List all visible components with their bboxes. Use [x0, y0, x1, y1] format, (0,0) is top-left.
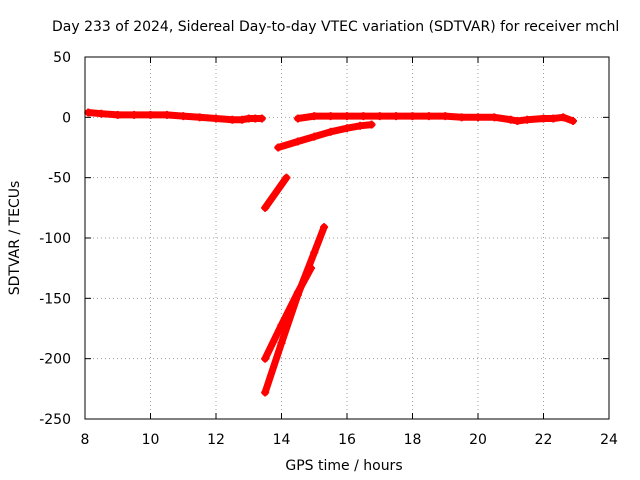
data-point	[424, 112, 433, 121]
data-point	[375, 112, 384, 121]
x-tick-label: 22	[535, 432, 553, 448]
data-point	[84, 108, 93, 117]
data-series-trace	[274, 121, 376, 151]
data-point	[392, 112, 401, 121]
y-tick-label: -200	[39, 352, 71, 368]
x-axis-label: GPS time / hours	[285, 458, 402, 474]
data-point	[162, 110, 171, 119]
data-point	[506, 115, 515, 124]
data-point	[310, 248, 319, 257]
data-point	[320, 223, 329, 232]
data-series-trace	[261, 174, 290, 212]
data-point	[513, 116, 522, 125]
data-series-trace	[294, 112, 577, 125]
data-point	[282, 173, 291, 182]
data-point	[212, 114, 220, 123]
data-point	[146, 110, 155, 119]
y-tick-label: -250	[39, 412, 71, 428]
y-tick-label: -50	[48, 171, 71, 187]
data-point	[310, 132, 319, 141]
data-point	[277, 338, 286, 347]
x-tick-label: 16	[338, 432, 356, 448]
chart-title: Day 233 of 2024, Sidereal Day-to-day VTE…	[52, 19, 619, 35]
data-point	[326, 127, 335, 136]
x-tick-label: 10	[142, 432, 160, 448]
y-tick-label: 0	[62, 110, 71, 126]
data-point	[113, 110, 122, 119]
y-tick-label: 50	[53, 50, 71, 66]
data-point	[257, 114, 266, 123]
grid	[85, 57, 609, 419]
data-point	[293, 290, 302, 299]
data-point	[359, 112, 368, 121]
data-point	[228, 115, 237, 124]
x-tick-label: 18	[404, 432, 422, 448]
data-point	[326, 112, 335, 121]
data-point	[539, 114, 548, 123]
data-point	[408, 112, 417, 121]
data-point	[261, 203, 270, 212]
data-point	[457, 113, 466, 122]
data-point	[356, 121, 365, 130]
data-point	[293, 114, 302, 123]
data-point	[441, 112, 450, 121]
data-point	[274, 143, 283, 152]
data-point	[293, 137, 302, 146]
data-point	[261, 388, 270, 397]
data-point	[310, 112, 319, 121]
data-point	[130, 110, 139, 119]
data-point	[559, 113, 568, 122]
data-point	[568, 116, 577, 125]
data-point	[179, 112, 188, 121]
plot-area	[84, 108, 577, 397]
x-tick-label: 8	[81, 432, 90, 448]
data-point	[343, 124, 351, 133]
data-point	[238, 115, 247, 124]
axis-ticks: 8 10 12 14 16 18 20 22 24 50 0 -50 -100 -150 -200 -250	[39, 50, 618, 448]
data-point	[343, 112, 351, 121]
data-point	[97, 109, 106, 118]
x-tick-label: 12	[207, 432, 225, 448]
x-tick-label: 14	[273, 432, 291, 448]
data-point	[195, 113, 204, 122]
data-point	[474, 113, 482, 122]
y-tick-label: -150	[39, 291, 71, 307]
data-point	[549, 114, 558, 123]
data-point	[261, 354, 270, 363]
data-point	[523, 115, 532, 124]
data-series-trace	[84, 109, 266, 124]
x-tick-label: 20	[469, 432, 487, 448]
data-point	[367, 120, 376, 129]
y-tick-label: -100	[39, 231, 71, 247]
y-axis-label: SDTVAR / TECUs	[7, 181, 23, 296]
x-tick-label: 24	[600, 432, 618, 448]
data-point	[490, 113, 499, 122]
